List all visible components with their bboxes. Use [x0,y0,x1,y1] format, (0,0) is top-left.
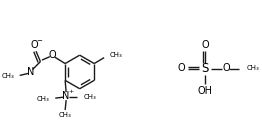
Text: N: N [27,67,34,77]
Text: CH₃: CH₃ [2,73,15,79]
Text: +: + [68,89,73,94]
Text: S: S [201,62,209,75]
Text: CH₃: CH₃ [59,112,72,118]
Text: O: O [201,40,209,50]
Text: CH₃: CH₃ [84,94,97,100]
Text: CH₃: CH₃ [247,65,259,72]
Text: O: O [48,50,56,60]
Text: CH₃: CH₃ [37,96,49,102]
Text: N: N [62,91,70,101]
Text: CH₃: CH₃ [110,52,123,58]
Text: O: O [222,64,230,73]
Text: −: − [36,38,42,44]
Text: OH: OH [198,86,213,96]
Text: O: O [31,40,38,50]
Text: O: O [178,63,185,73]
